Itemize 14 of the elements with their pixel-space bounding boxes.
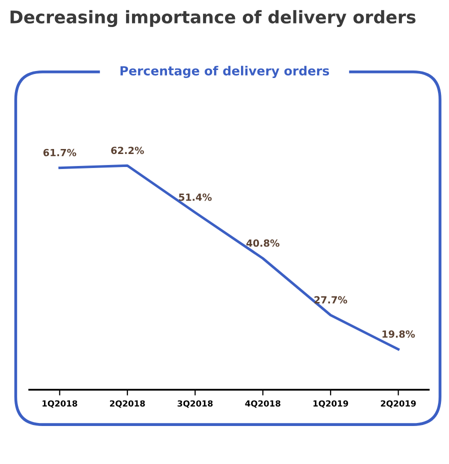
x-tick-label: 3Q2018 <box>178 400 213 408</box>
data-label: 19.8% <box>382 330 415 338</box>
x-tick-label: 4Q2018 <box>245 400 280 408</box>
x-tick-label: 1Q2018 <box>42 400 78 408</box>
data-label: 61.7% <box>43 148 76 156</box>
data-label: 40.8% <box>246 239 280 247</box>
x-tick-label: 1Q2019 <box>313 400 348 408</box>
data-label: 51.4% <box>179 194 212 201</box>
data-label: 27.7% <box>314 296 348 304</box>
chart-subtitle: Percentage of delivery orders <box>120 66 330 78</box>
x-tick-label: 2Q2018 <box>110 400 145 408</box>
chart-title: Decreasing importance of delivery orders <box>10 10 416 28</box>
x-tick-label: 2Q2019 <box>380 400 416 408</box>
data-label: 62.2% <box>111 146 144 154</box>
